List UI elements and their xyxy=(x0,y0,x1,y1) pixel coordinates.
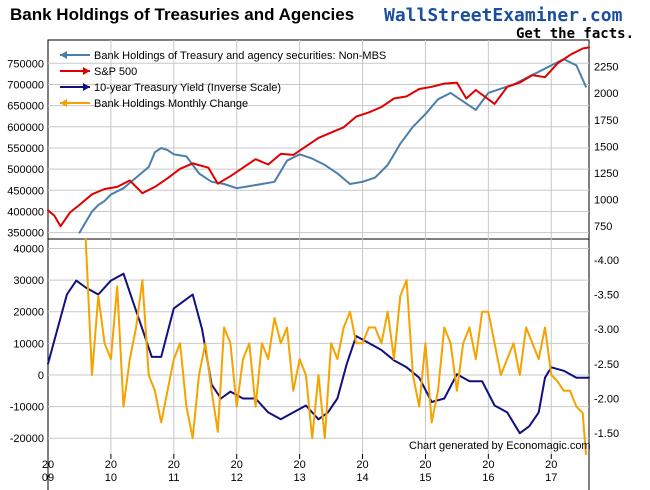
legend-arrow-icon xyxy=(60,99,67,107)
left-tick-label-top: 650000 xyxy=(7,101,44,113)
x-tick-label-top: 20 xyxy=(168,459,180,471)
left-tick-label-bottom: -10000 xyxy=(10,402,44,414)
brand-logo-text: WallStreetExaminer.com xyxy=(384,5,623,26)
series-layer xyxy=(47,46,590,455)
x-tick-label-bottom: 10 xyxy=(105,472,117,484)
x-tick-label-top: 20 xyxy=(545,459,557,471)
legend-entry-monthly-change: Bank Holdings Monthly Change xyxy=(60,98,248,110)
grid-layer xyxy=(48,40,589,454)
legend-entry-bank-holdings: Bank Holdings of Treasury and agency sec… xyxy=(60,50,386,62)
left-tick-label-bottom: -20000 xyxy=(10,433,44,445)
legend-label-monthly-change: Bank Holdings Monthly Change xyxy=(94,98,248,110)
right-tick-label-top: 1500 xyxy=(594,141,618,153)
legend-arrow-icon xyxy=(60,51,67,59)
right-tick-label-top: 2000 xyxy=(594,88,618,100)
x-tick-label-top: 20 xyxy=(231,459,243,471)
left-tick-label-bottom: 40000 xyxy=(13,243,44,255)
left-tick-label-top: 750000 xyxy=(7,58,44,70)
x-tick-label-bottom: 15 xyxy=(419,472,431,484)
legend-entry-sp500: S&P 500 xyxy=(60,66,137,78)
x-tick-label-top: 20 xyxy=(419,459,431,471)
x-tick-label-bottom: 12 xyxy=(231,472,243,484)
left-tick-label-top: 350000 xyxy=(7,228,44,240)
x-tick-label-top: 20 xyxy=(42,459,54,471)
left-tick-label-bottom: 30000 xyxy=(13,275,44,287)
left-tick-label-top: 700000 xyxy=(7,79,44,91)
right-tick-label-bottom: -2.50 xyxy=(594,359,619,371)
x-tick-label-bottom: 11 xyxy=(168,472,179,484)
right-tick-label-bottom: -3.50 xyxy=(594,289,619,301)
right-tick-label-bottom: -4.00 xyxy=(594,255,619,267)
left-tick-label-top: 550000 xyxy=(7,143,44,155)
left-tick-label-top: 400000 xyxy=(7,206,44,218)
x-tick-label-bottom: 16 xyxy=(482,472,494,484)
series-line-bank-holdings-monthly-change xyxy=(84,238,587,455)
chart-title: Bank Holdings of Treasuries and Agencies xyxy=(10,5,354,24)
left-tick-label-top: 500000 xyxy=(7,164,44,176)
chart-generated-note: Chart generated by Economagic.com xyxy=(409,440,591,452)
right-tick-label-top: 1250 xyxy=(594,168,618,180)
x-tick-label-bottom: 17 xyxy=(545,472,557,484)
legend-arrow-icon xyxy=(83,67,90,75)
right-tick-label-bottom: -3.00 xyxy=(594,324,619,336)
right-tick-label-bottom: -1.50 xyxy=(594,428,619,440)
legend-label-bank-holdings: Bank Holdings of Treasury and agency sec… xyxy=(94,50,386,62)
right-tick-label-top: 2250 xyxy=(594,62,618,74)
left-tick-label-bottom: 0 xyxy=(38,370,44,382)
right-tick-label-top: 1000 xyxy=(594,195,618,207)
right-tick-label-top: 750 xyxy=(594,221,612,233)
left-tick-label-top: 600000 xyxy=(7,122,44,134)
legend-label-sp500: S&P 500 xyxy=(94,66,137,78)
x-tick-label-top: 20 xyxy=(105,459,117,471)
tagline: Get the facts. xyxy=(516,26,634,42)
x-tick-label-bottom: 14 xyxy=(356,472,368,484)
right-tick-label-top: 1750 xyxy=(594,115,618,127)
left-tick-label-bottom: 10000 xyxy=(13,338,44,350)
legend-arrow-icon xyxy=(83,83,90,91)
x-tick-label-top: 20 xyxy=(482,459,494,471)
legend-label-yield: 10-year Treasury Yield (Inverse Scale) xyxy=(94,82,281,94)
x-tick-label-bottom: 13 xyxy=(294,472,306,484)
x-tick-label-bottom: 09 xyxy=(42,472,54,484)
plot-frame xyxy=(47,39,590,490)
right-tick-label-bottom: -2.00 xyxy=(594,394,619,406)
series-line-s-p-500 xyxy=(47,46,590,228)
series-line-10-year-treasury-yield-inverse-scale xyxy=(47,272,590,435)
left-tick-label-top: 450000 xyxy=(7,185,44,197)
x-tick-label-top: 20 xyxy=(356,459,368,471)
legend-entry-yield: 10-year Treasury Yield (Inverse Scale) xyxy=(60,82,281,94)
left-tick-label-bottom: 20000 xyxy=(13,307,44,319)
series-line-bank-holdings-of-treasury-and-agency-securities-non-mbs xyxy=(78,58,587,234)
axis-layer: 2009201020112012201320142015201620173500… xyxy=(7,58,619,484)
x-tick-label-top: 20 xyxy=(294,459,306,471)
legend: Bank Holdings of Treasury and agency sec… xyxy=(60,50,386,110)
